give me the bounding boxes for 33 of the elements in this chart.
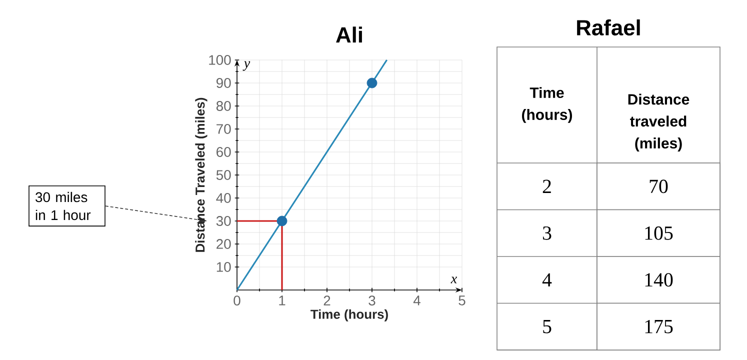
y-tick-label: 2	[542, 180, 551, 193]
chart-title: Rafael	[577, 19, 640, 36]
y-tick-label: 60	[216, 147, 231, 157]
x-tick-label: 5	[458, 296, 466, 306]
y-tick-label: 50	[216, 170, 231, 180]
y-tick-label: 4	[542, 273, 552, 286]
annotation: y	[242, 61, 250, 71]
data-label: 70	[650, 180, 668, 194]
data-label: 175	[645, 320, 673, 334]
chart-title: Ali	[336, 26, 362, 42]
y-tick-label: 10	[216, 262, 231, 272]
y-tick-label: 70	[216, 124, 231, 134]
y-tick-label: 20	[216, 239, 231, 249]
data-label: 105	[645, 226, 673, 240]
y-tick-label: 3	[542, 226, 552, 240]
y-tick-label: 100	[209, 55, 231, 65]
y-tick-label: 90	[216, 78, 231, 88]
y-tick-label: 30	[216, 216, 231, 226]
y-axis-title: Distance Traveled (miles)	[195, 98, 208, 252]
data-label: 140	[645, 273, 673, 287]
y-tick-label: 5	[543, 320, 552, 334]
x-tick-label: 2	[324, 296, 330, 306]
x-tick-label: 0	[234, 296, 240, 306]
y-tick-label: 40	[216, 193, 231, 203]
annotation: x	[450, 276, 457, 284]
x-tick-label: Distance traveled (miles)	[628, 94, 690, 152]
x-tick-label: 4	[413, 296, 420, 306]
x-tick-label: 1	[279, 296, 286, 306]
text: 30 miles in 1 hour	[36, 192, 91, 220]
x-axis-title: Time (hours)	[310, 309, 388, 322]
y-tick-label: 80	[216, 101, 231, 111]
y-axis-title: Time (hours)	[522, 87, 572, 123]
x-tick-label: 3	[368, 296, 376, 306]
